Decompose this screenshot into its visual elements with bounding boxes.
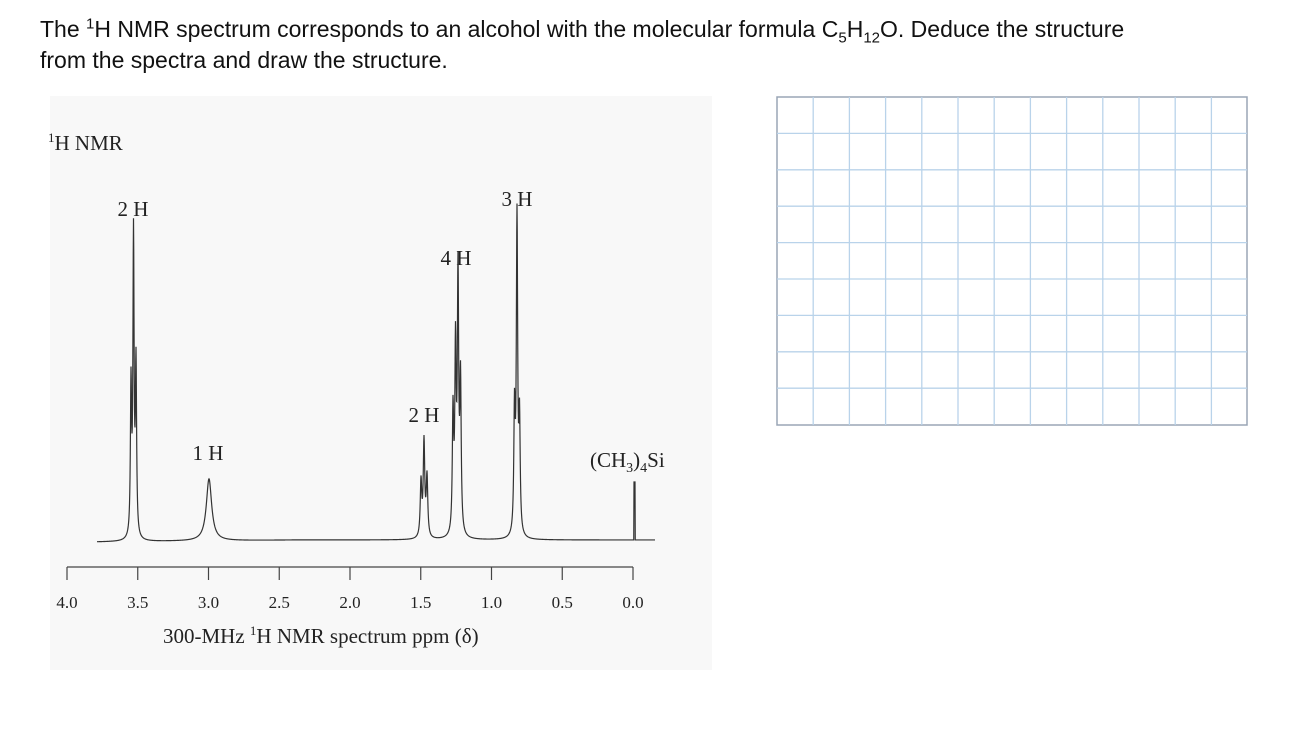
subscript: 5 — [838, 29, 847, 47]
x-tick-label: 3.5 — [127, 593, 148, 612]
spectrum-trace — [97, 203, 655, 543]
x-tick-label: 4.0 — [56, 593, 77, 612]
text: H NMR spectrum corresponds to an alcohol… — [94, 16, 839, 42]
x-tick-label: 2.5 — [269, 593, 290, 612]
reference-label: (CH3)4Si — [590, 448, 665, 476]
x-tick-label: 2.0 — [339, 593, 360, 612]
text: from the spectra and draw the structure. — [40, 47, 448, 73]
text: (CH — [590, 448, 626, 472]
x-tick-label: 1.0 — [481, 593, 502, 612]
subscript: 12 — [863, 29, 880, 47]
text: O. Deduce the structure — [880, 16, 1125, 42]
text: H — [846, 16, 864, 42]
superscript: 1 — [86, 15, 95, 33]
superscript: 1 — [250, 623, 257, 638]
drawing-grid — [776, 96, 1248, 426]
peak-label: 4 H — [441, 246, 472, 270]
figure-background — [50, 96, 712, 670]
text: ) — [633, 448, 640, 472]
text: H NMR spectrum ppm (δ) — [256, 624, 478, 648]
spectrum-title: 1H NMR — [48, 130, 123, 155]
question: The 1H NMR spectrum corresponds to an al… — [40, 14, 1280, 76]
text: 300-MHz — [163, 624, 250, 648]
x-tick-label: 0.0 — [622, 593, 643, 612]
text: H NMR — [55, 131, 123, 155]
peak-label: 1 H — [193, 441, 224, 465]
peak-label: 2 H — [409, 403, 440, 427]
subscript: 4 — [640, 461, 647, 476]
x-tick-label: 3.0 — [198, 593, 219, 612]
text: The — [40, 16, 87, 42]
subscript: 3 — [626, 461, 633, 476]
x-tick-label: 0.5 — [552, 593, 573, 612]
peak-label: 2 H — [118, 197, 149, 221]
x-tick-label: 1.5 — [410, 593, 431, 612]
text: Si — [647, 448, 665, 472]
x-axis-label: 300-MHz 1H NMR spectrum ppm (δ) — [163, 623, 479, 648]
superscript: 1 — [48, 130, 55, 145]
